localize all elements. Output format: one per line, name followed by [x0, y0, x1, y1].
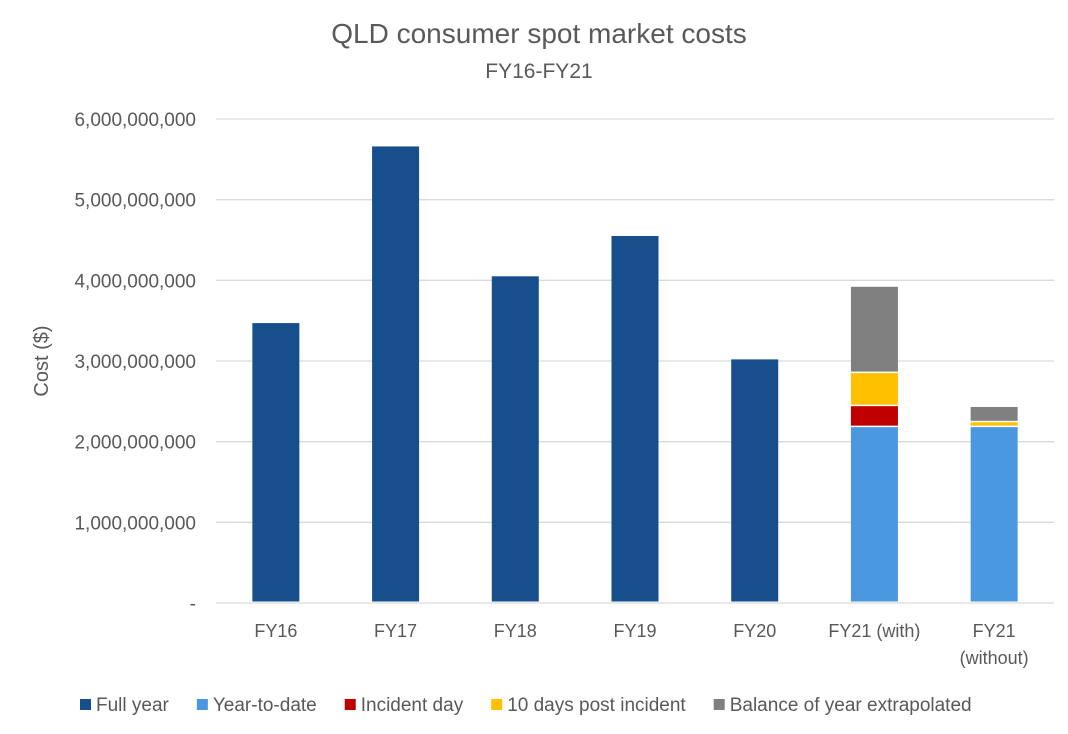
legend-label: Incident day	[361, 695, 464, 716]
bar-full-year	[491, 276, 539, 602]
bar-balance-of-year-extrapolated	[850, 286, 898, 372]
bar-10-days-post-incident	[850, 373, 898, 405]
legend-swatch	[491, 699, 503, 710]
x-tick-label: FY16	[254, 621, 297, 641]
x-tick-label: (without)	[960, 648, 1029, 668]
legend-label: 10 days post incident	[507, 695, 686, 716]
y-tick-label: 6,000,000,000	[74, 110, 196, 131]
legend-label: Full year	[96, 695, 170, 716]
bar-full-year	[611, 235, 659, 602]
x-tick-label: FY21 (with)	[828, 621, 920, 641]
y-tick-label: 3,000,000,000	[74, 352, 196, 373]
bar-year-to-date	[850, 427, 898, 602]
x-tick-label: FY17	[374, 621, 417, 641]
bar-full-year	[731, 359, 779, 602]
bar-full-year	[372, 146, 420, 602]
legend-label: Balance of year extrapolated	[730, 695, 972, 716]
bar-full-year	[252, 323, 300, 602]
x-tick-label: FY19	[613, 621, 656, 641]
y-tick-label: 5,000,000,000	[74, 191, 196, 212]
bar-balance-of-year-extrapolated	[970, 406, 1018, 421]
x-tick-label: FY21	[973, 621, 1016, 641]
chart-subtitle: FY16-FY21	[485, 60, 593, 83]
y-tick-label: 2,000,000,000	[74, 433, 196, 454]
x-tick-label: FY20	[733, 621, 776, 641]
chart-title: QLD consumer spot market costs	[331, 18, 747, 49]
bar-10-days-post-incident	[970, 422, 1018, 426]
legend-swatch	[196, 699, 208, 710]
legend-swatch	[80, 699, 91, 710]
legend-label: Year-to-date	[213, 695, 317, 716]
bar-incident-day	[850, 406, 898, 426]
legend-swatch	[344, 699, 356, 710]
y-tick-label: -	[190, 594, 196, 615]
y-tick-label: 1,000,000,000	[74, 513, 196, 534]
y-axis-label: Cost ($)	[31, 325, 53, 396]
x-tick-label: FY18	[494, 621, 537, 641]
legend-swatch	[713, 699, 725, 710]
bar-year-to-date	[970, 427, 1018, 602]
y-tick-label: 4,000,000,000	[74, 271, 196, 292]
